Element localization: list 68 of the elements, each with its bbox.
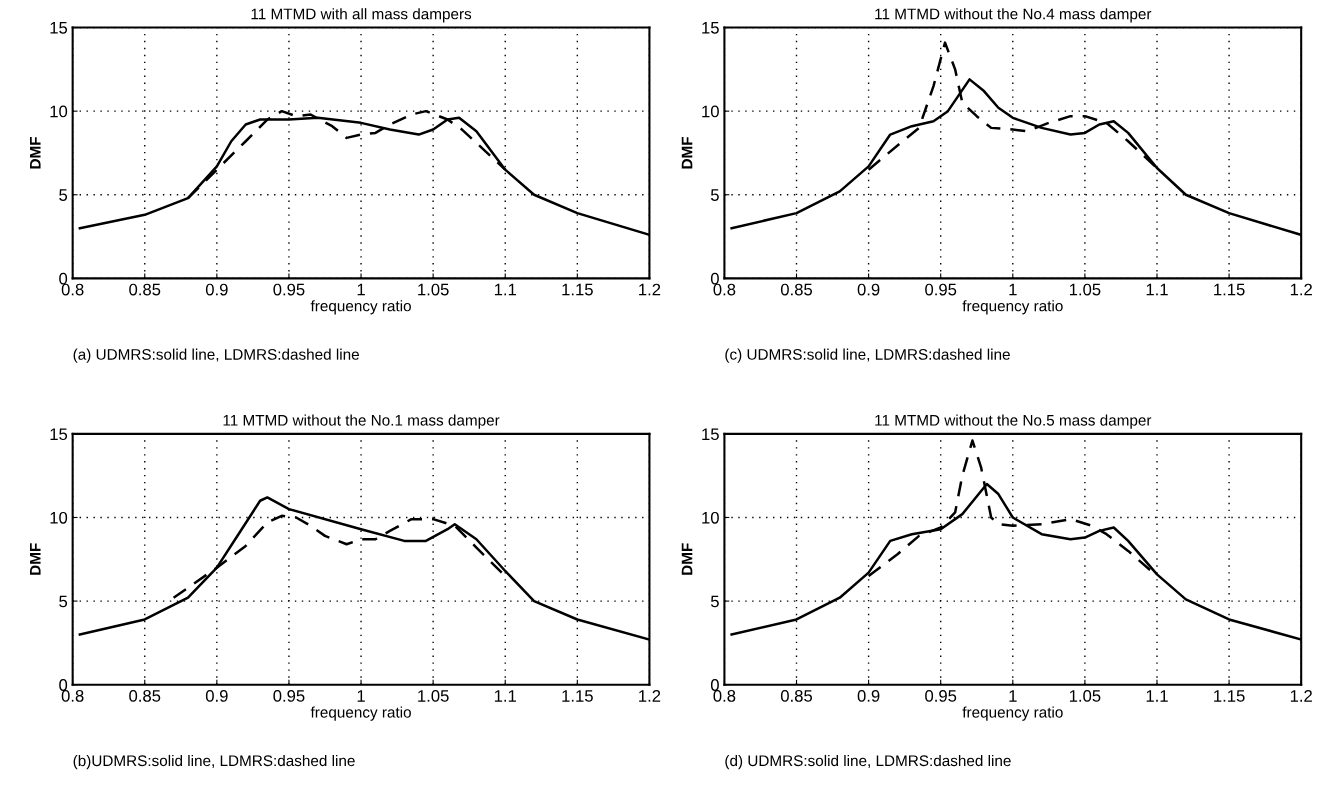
y-tick-label: 10 bbox=[50, 511, 68, 524]
y-tick-label: 15 bbox=[702, 22, 719, 34]
x-tick-label: 0.95 bbox=[925, 689, 957, 702]
x-tick-label: 1.2 bbox=[639, 283, 661, 296]
x-tick-label: 0.9 bbox=[205, 689, 228, 702]
chart-title: 11 MTMD without the No.5 mass damper bbox=[875, 414, 1152, 429]
y-axis-title: DMF bbox=[681, 136, 693, 169]
y-tick-label: 0 bbox=[710, 679, 719, 691]
text: (c) UDMRS:solid line, LDMRS:dashed line bbox=[725, 348, 1010, 363]
x-tick-label: 0.85 bbox=[780, 283, 813, 296]
x-tick-label: 1.2 bbox=[1290, 283, 1312, 296]
y-tick-label: 10 bbox=[702, 105, 719, 118]
y-tick-label: 0 bbox=[710, 272, 719, 285]
x-tick-label: 0.8 bbox=[61, 283, 84, 296]
x-tick-label: 0.95 bbox=[273, 689, 305, 702]
x-tick-label: 1.05 bbox=[418, 689, 449, 702]
x-tick-label: 0.85 bbox=[780, 689, 813, 702]
x-tick-label: 1.15 bbox=[562, 283, 593, 296]
y-tick-label: 10 bbox=[702, 511, 719, 524]
y-tick-label: 0 bbox=[59, 679, 68, 691]
y-tick-label: 15 bbox=[50, 428, 68, 441]
x-tick-label: 1.2 bbox=[1290, 689, 1312, 702]
x-tick-label: 1 bbox=[357, 283, 365, 296]
x-tick-label: 1 bbox=[1009, 283, 1017, 296]
y-tick-label: 15 bbox=[702, 428, 719, 441]
x-tick-label: 0.85 bbox=[129, 689, 161, 702]
x-tick-label: 1.1 bbox=[1146, 283, 1168, 296]
x-tick-label: 0.9 bbox=[857, 689, 880, 702]
x-tick-label: 0.95 bbox=[925, 283, 957, 296]
x-tick-label: 0.9 bbox=[205, 283, 228, 296]
y-tick-label: 5 bbox=[710, 595, 719, 608]
x-tick-label: 0.8 bbox=[61, 689, 84, 702]
x-tick-label: 1.15 bbox=[562, 690, 593, 702]
x-tick-label: 1 bbox=[1009, 690, 1017, 702]
x-tick-label: 0.9 bbox=[857, 283, 880, 296]
x-tick-label: 0.8 bbox=[713, 689, 736, 702]
y-axis-title: DMF bbox=[30, 543, 41, 575]
x-tick-label: 1.1 bbox=[1146, 690, 1168, 702]
x-tick-label: 1.15 bbox=[1214, 690, 1245, 702]
x-axis-title: frequency ratio bbox=[310, 300, 411, 315]
x-tick-label: 0.8 bbox=[713, 283, 736, 296]
text: (b)UDMRS:solid line, LDMRS:dashed line bbox=[73, 754, 355, 770]
x-axis-title: frequency ratio bbox=[310, 706, 411, 721]
x-tick-label: 1.1 bbox=[494, 690, 517, 702]
x-tick-label: 1.05 bbox=[1069, 689, 1101, 702]
y-tick-label: 5 bbox=[59, 189, 68, 201]
x-axis-title: frequency ratio bbox=[962, 300, 1063, 315]
text: (a) UDMRS:solid line, LDMRS:dashed line bbox=[73, 348, 359, 363]
y-tick-label: 0 bbox=[59, 272, 68, 285]
y-tick-label: 5 bbox=[59, 595, 68, 608]
x-axis-title: frequency ratio bbox=[962, 706, 1063, 721]
x-tick-label: 1.15 bbox=[1214, 283, 1245, 296]
x-tick-label: 1 bbox=[357, 690, 365, 702]
x-tick-label: 1.2 bbox=[639, 689, 661, 702]
x-tick-label: 1.05 bbox=[1069, 283, 1101, 296]
y-tick-label: 10 bbox=[50, 105, 68, 118]
text: (d) UDMRS:solid line, LDMRS:dashed line bbox=[725, 754, 1011, 770]
x-tick-label: 1.1 bbox=[494, 283, 517, 296]
chart-title: 11 MTMD without the No.4 mass damper bbox=[875, 8, 1152, 23]
x-tick-label: 1.05 bbox=[418, 283, 449, 296]
y-tick-label: 5 bbox=[710, 189, 719, 201]
chart-title: 11 MTMD without the No.1 mass damper bbox=[223, 414, 500, 429]
chart-title: 11 MTMD with all mass dampers bbox=[251, 8, 472, 23]
x-tick-label: 0.85 bbox=[129, 283, 161, 296]
y-tick-label: 15 bbox=[50, 22, 68, 34]
y-axis-title: DMF bbox=[30, 136, 41, 169]
y-axis-title: DMF bbox=[681, 543, 693, 575]
x-tick-label: 0.95 bbox=[273, 283, 305, 296]
